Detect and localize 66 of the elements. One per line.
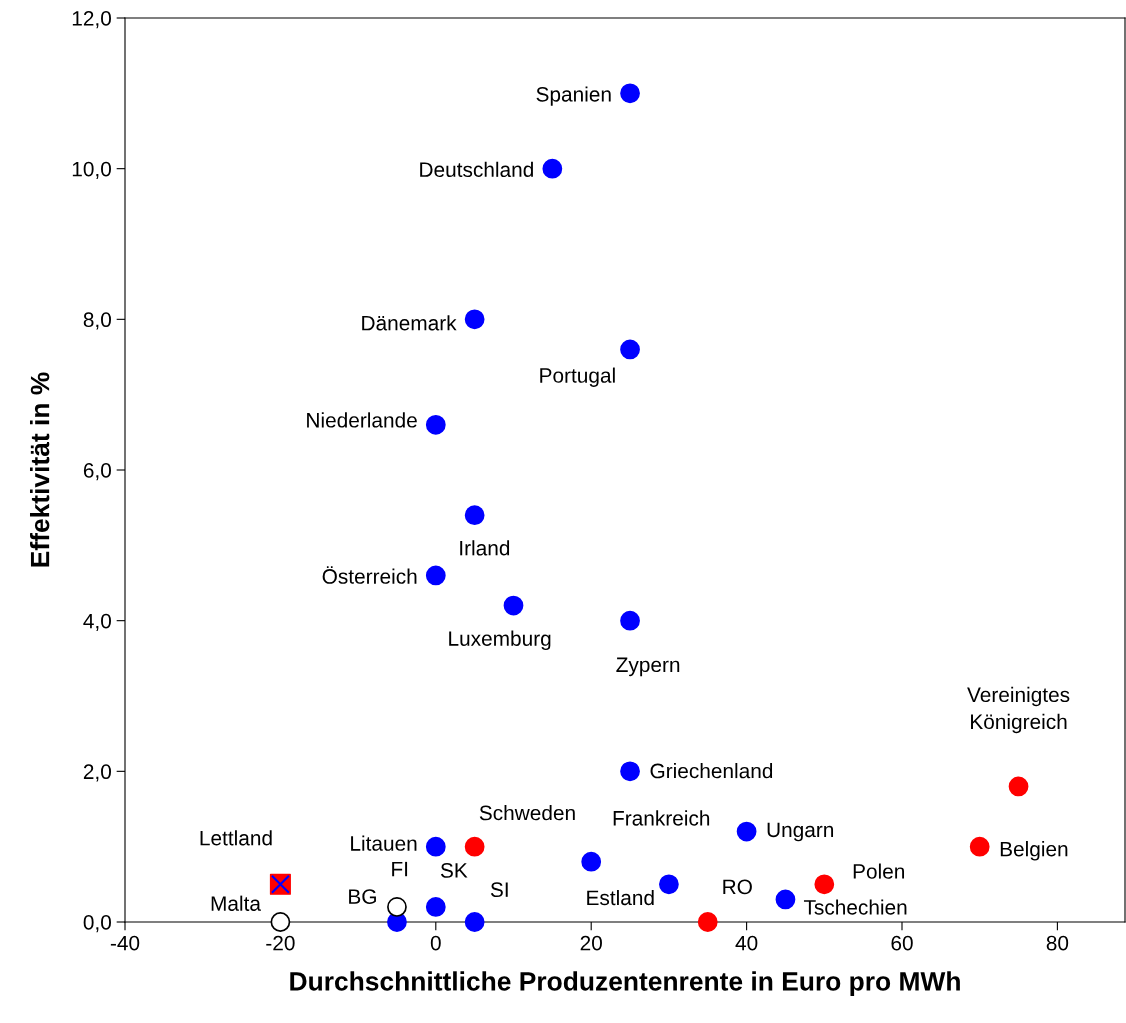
annotation: Lettland: [200, 830, 272, 846]
y-tick-label: 2,0: [83, 764, 111, 782]
point: [464, 836, 485, 857]
annotation: Tschechien: [803, 899, 907, 915]
annotation: Griechenland: [650, 763, 773, 779]
y-tick-label: 8,0: [83, 312, 111, 330]
x-tick-label: 20: [580, 935, 602, 951]
point: [620, 83, 640, 104]
annotation: Österreich: [322, 566, 417, 584]
point: [425, 565, 446, 586]
point: [736, 821, 757, 842]
point: [775, 889, 796, 910]
y-tick-label: 12,0: [72, 11, 111, 29]
point: [542, 158, 563, 179]
annotation: Frankreich: [613, 810, 710, 826]
point: [659, 874, 679, 895]
annotation: Portugal: [540, 367, 615, 387]
annotation: Niederlande: [307, 412, 417, 428]
point: [969, 836, 990, 857]
point: [503, 595, 524, 616]
annotation: Spanien: [536, 86, 611, 106]
annotation: Dänemark: [362, 315, 457, 331]
y-tick-label: 6,0: [83, 463, 111, 481]
point: [425, 836, 446, 857]
point: [814, 874, 835, 895]
point: [387, 897, 407, 917]
x-tick-label: 40: [735, 935, 758, 951]
annotation: Deutschland: [420, 161, 533, 178]
x-axis-title: Durchschnittliche Produzentenrente in Euro pro MWh: [290, 971, 960, 996]
y-axis-title: Effektivität in %: [30, 372, 50, 567]
annotation: Luxemburg: [449, 630, 551, 651]
point: [1008, 776, 1029, 797]
annotation: Vereinigtes Königreich: [967, 686, 1070, 734]
x-tick-label: -20: [266, 935, 295, 951]
point: [270, 912, 291, 932]
point: [464, 309, 485, 330]
point: [581, 851, 602, 872]
y-tick-label: 0,0: [83, 915, 111, 933]
point: [620, 761, 640, 782]
point: [464, 912, 485, 932]
point: [697, 912, 718, 932]
point: [620, 339, 640, 360]
y-tick-label: 10,0: [72, 161, 111, 179]
y-tick-label: 4,0: [83, 613, 111, 631]
annotation: Polen: [853, 863, 905, 879]
annotation: Malta: [211, 895, 261, 911]
x-tick-label: -40: [110, 935, 140, 951]
x-tick-label: 60: [891, 935, 913, 951]
point: [425, 414, 446, 435]
annotation: RO: [723, 879, 752, 895]
annotation: FI: [392, 861, 408, 877]
annotation: Belgien: [1000, 841, 1068, 861]
annotation: Schweden: [479, 805, 575, 821]
point: [464, 505, 485, 526]
annotation: Estland: [587, 889, 654, 906]
annotation: Irland: [460, 540, 510, 556]
annotation: Litauen: [351, 835, 417, 851]
annotation: SK: [440, 863, 468, 878]
annotation: SI: [490, 882, 508, 898]
point: [620, 610, 640, 631]
annotation: BG: [349, 889, 376, 904]
point: [425, 897, 446, 917]
annotation: Ungarn: [767, 822, 834, 842]
x-tick-label: 80: [1046, 935, 1069, 951]
x-tick-label: 0: [430, 935, 441, 951]
annotation: Zypern: [616, 657, 680, 677]
